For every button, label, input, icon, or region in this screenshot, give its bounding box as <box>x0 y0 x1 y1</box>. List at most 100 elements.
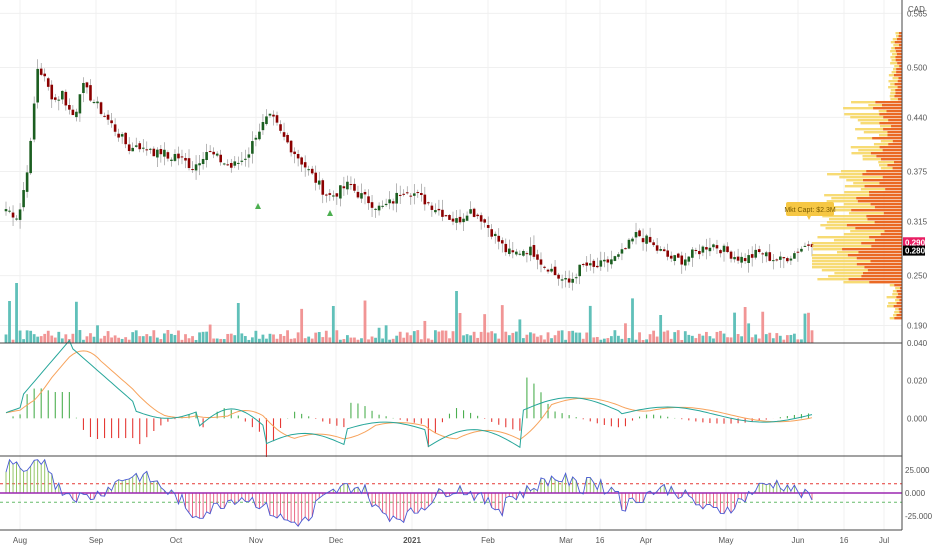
volume-bar <box>25 330 29 343</box>
candle-body <box>349 184 353 186</box>
volume-profile-bar <box>895 59 902 62</box>
volume-profile-bar <box>873 143 889 146</box>
candle-body <box>145 149 149 151</box>
volume-profile-bar <box>888 143 902 146</box>
candle-body <box>483 219 486 223</box>
candle-body <box>258 131 261 140</box>
volume-bar <box>324 330 328 343</box>
volume-bar <box>39 336 43 343</box>
volume-profile-bar <box>894 284 902 287</box>
volume-profile-bar <box>895 89 902 92</box>
volume-profile-bar <box>822 215 867 218</box>
volume-bar <box>300 308 304 343</box>
candle-body <box>356 191 360 198</box>
candle-body <box>92 101 96 103</box>
candle-body <box>405 192 409 194</box>
candle-body <box>515 251 518 255</box>
candle-body <box>113 124 117 132</box>
candle-body <box>430 205 434 210</box>
volume-bar <box>349 337 353 343</box>
volume-profile-bar <box>850 116 884 119</box>
volume-profile-bar <box>869 281 902 284</box>
volume-profile-bar <box>826 221 875 224</box>
volume-bar <box>191 336 194 343</box>
volume-bar <box>782 339 786 343</box>
volume-profile-bar <box>897 86 902 89</box>
candle-body <box>543 266 546 268</box>
candle-body <box>226 164 230 166</box>
volume-profile-bar <box>857 200 902 203</box>
volume-profile-bar <box>828 275 862 278</box>
candle-body <box>750 254 754 258</box>
volume-profile-bar <box>874 239 902 242</box>
volume-profile-bar <box>896 302 902 305</box>
candle-body <box>588 263 592 266</box>
volume-profile-bar <box>879 122 902 125</box>
volume-bar <box>166 330 170 343</box>
candle-body <box>669 255 673 259</box>
buy-signal-marker <box>255 203 261 209</box>
volume-bar <box>240 333 244 343</box>
candle-body <box>448 215 451 220</box>
candle-body <box>367 196 370 204</box>
time-tick-label: Sep <box>89 536 104 545</box>
volume-bar <box>170 333 173 343</box>
macd-panel[interactable] <box>5 339 813 457</box>
candle-body <box>574 277 578 279</box>
volume-profile-bar <box>812 257 857 260</box>
volume-profile-bar <box>890 83 895 86</box>
candle-body <box>789 258 793 261</box>
volume-bar <box>599 339 603 343</box>
time-tick-label: Dec <box>329 536 343 545</box>
volume-bar <box>423 320 427 343</box>
volume-profile-bar <box>850 146 880 149</box>
candle-body <box>546 269 550 272</box>
volume-bar <box>518 319 522 343</box>
volume-bar <box>469 335 472 343</box>
candle-body <box>229 162 233 168</box>
candle-body <box>676 253 680 258</box>
time-axis[interactable]: Aug Sep Oct Nov Dec 2021 Feb Mar 16 Apr May Jun 16 Ju… <box>13 536 889 545</box>
volume-bar <box>360 338 363 343</box>
volume-profile-bar <box>873 107 902 110</box>
volume-profile-bar <box>812 266 865 269</box>
oscillator-panel[interactable] <box>0 458 902 528</box>
volume-bar <box>198 332 201 343</box>
candle-body <box>205 152 208 161</box>
volume-profile-bar <box>886 110 902 113</box>
price-axis[interactable]: 0.565 0.500 0.440 0.375 0.315 0.250 0.190 <box>907 9 928 330</box>
candle-body <box>96 101 99 104</box>
volume-profile-bar <box>897 38 902 41</box>
candle-body <box>398 194 402 196</box>
candle-body <box>11 212 15 218</box>
candle-body <box>504 243 508 253</box>
volume-profile-bar <box>853 182 880 185</box>
time-tick-label: Nov <box>249 536 263 545</box>
volume-profile-bar <box>895 50 902 53</box>
candle-body <box>251 141 254 154</box>
candle-body <box>610 259 613 265</box>
volume-profile-bar <box>820 224 847 227</box>
candle-body <box>525 253 529 255</box>
candle-body <box>472 208 476 217</box>
current-price-value: 0.280 <box>905 247 926 256</box>
volume-profile-bar <box>825 227 856 230</box>
candle-body <box>736 256 740 261</box>
volume-profile-bar <box>879 164 888 167</box>
candle-body <box>120 134 124 137</box>
candle-body <box>296 153 300 159</box>
oscillator-axis[interactable]: 25.000 0.000 -25.000 <box>905 466 932 521</box>
candle-body <box>236 162 240 164</box>
candle-body <box>124 132 127 145</box>
volume-profile-bar <box>895 56 902 59</box>
volume-profile-bar <box>812 260 871 263</box>
macd-axis[interactable]: 0.040 0.020 0.000 <box>907 339 928 423</box>
candle-body <box>627 239 631 249</box>
price-panel[interactable] <box>4 59 814 291</box>
volume-bar <box>705 331 708 343</box>
volume-bar <box>342 339 346 343</box>
volume-bar <box>609 336 613 343</box>
time-tick-label: Mar <box>559 536 573 545</box>
volume-bar <box>317 332 321 343</box>
